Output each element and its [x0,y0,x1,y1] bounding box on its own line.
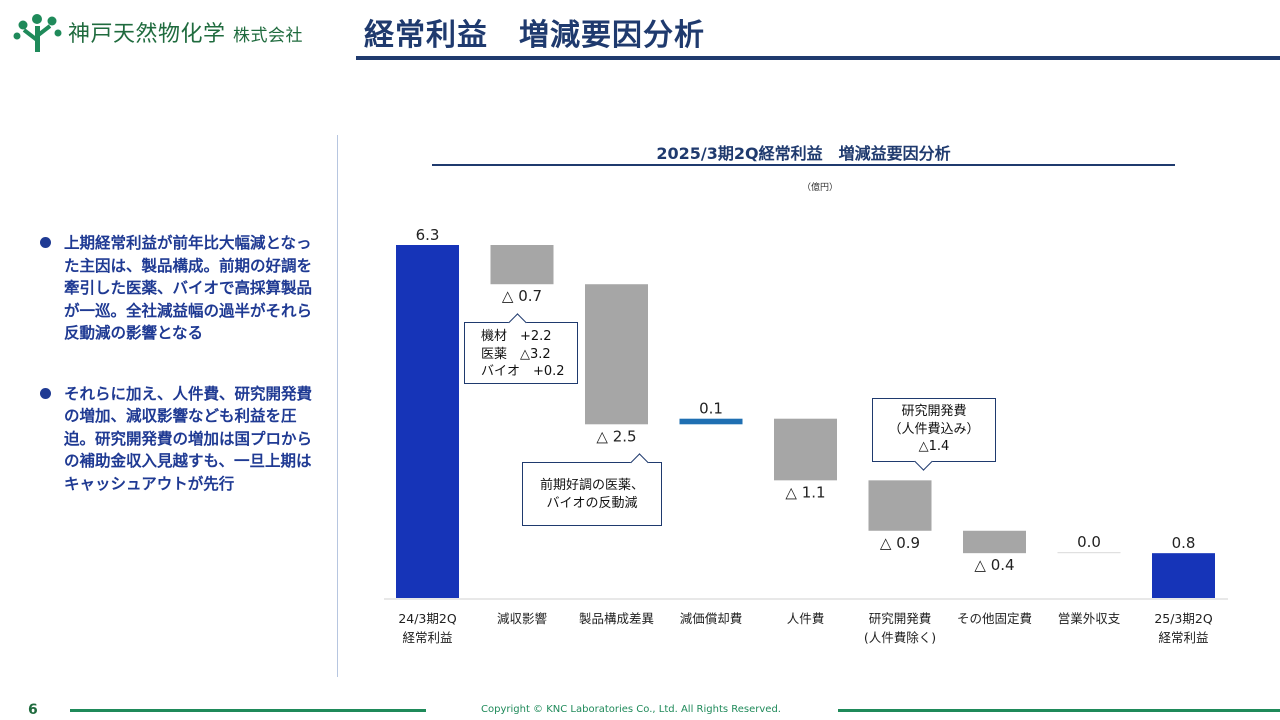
callout-line: 研究開発費 [901,404,967,419]
bar-value-label: △ 1.1 [785,483,825,501]
header: 神戸天然物化学 株式会社 経常利益 増減要因分析 [0,0,1280,62]
callout-text: 研究開発費 （人件費込み） △1.4 [873,403,995,456]
callout-line: △1.4 [918,439,950,454]
callout-rebound: 前期好調の医薬、 バイオの反動減 [522,453,662,526]
category-tick-label: 経常利益 [1158,630,1208,645]
callout-line: 機材 +2.2 [481,329,552,344]
callout-line: バイオ +0.2 [481,364,565,379]
category-tick-label: 経常利益 [402,630,452,645]
bar-value-label: 0.0 [1077,533,1101,551]
unit-label: （億円） [801,183,838,193]
chart-title: 2025/3期2Q経常利益 増減益要因分析 [656,144,951,163]
footer-rule-left [70,709,426,712]
bar-value-label: 0.1 [699,400,723,418]
category-tick-label: 製品構成差異 [579,611,654,626]
chart-title-rule [432,164,1175,166]
bullet-text: 上期経常利益が前年比大幅減となった主因は、製品構成。前期の好調を牽引した医薬、バ… [64,234,313,342]
bar-value-label: △ 0.4 [974,556,1014,574]
category-tick-label: 人件費 [787,611,825,626]
waterfall-bar [774,418,837,481]
bar-value-label: △ 0.9 [880,534,920,552]
category-tick-label: 24/3期2Q [398,611,457,626]
callout-text: 前期好調の医薬、 バイオの反動減 [523,477,661,512]
waterfall-bar [963,530,1026,554]
callout-line: バイオの反動減 [546,495,638,511]
callout-text: 機材 +2.2 医薬 △3.2 バイオ +0.2 [465,328,577,381]
bar-value-label: △ 2.5 [596,427,636,445]
footer-rule-right [838,709,1280,712]
callout-line: （人件費込み） [888,421,980,437]
bullet-list: 上期経常利益が前年比大幅減となった主因は、製品構成。前期の好調を牽引した医薬、バ… [38,232,323,533]
page-number: 6 [28,702,38,718]
waterfall-bar [679,418,743,425]
slide-title: 経常利益 増減要因分析 [364,18,705,53]
bullet-dot-icon [40,237,51,248]
company-logo: 神戸天然物化学 株式会社 [12,8,342,54]
category-tick-label: 減価償却費 [680,611,743,626]
company-suffix: 株式会社 [233,26,304,46]
category-tick-label: 減収影響 [497,611,547,626]
category-tick-label: その他固定費 [957,611,1032,626]
vertical-divider [337,135,338,677]
bullet-dot-icon [40,387,51,399]
category-tick-label: (人件費除く) [864,630,936,645]
title-rule [356,56,1280,60]
callout-line: 前期好調の医薬、 [539,478,644,493]
bullet-text: それらに加え、人件費、研究開発費の増加、減収影響なども利益を圧迫。研究開発費の増… [64,384,313,493]
tree-logo-icon [13,14,62,52]
copyright: Copyright © KNC Laboratories Co., Ltd. A… [481,704,781,715]
bullet-item: それらに加え、人件費、研究開発費の増加、減収影響なども利益を圧迫。研究開発費の増… [38,383,323,496]
waterfall-bar [1152,553,1215,598]
bar-value-label: 6.3 [416,226,440,244]
waterfall-bar [396,245,459,598]
category-tick-label: 研究開発費 [869,611,932,626]
bullet-item: 上期経常利益が前年比大幅減となった主因は、製品構成。前期の好調を牽引した医薬、バ… [38,232,323,345]
bar-value-label: 0.8 [1172,534,1196,552]
waterfall-bar [1057,552,1121,554]
bar-value-label: △ 0.7 [502,287,542,305]
category-tick-label: 営業外収支 [1058,611,1121,626]
callout-rnd: 研究開発費 （人件費込み） △1.4 [872,398,996,471]
callout-product-mix: 機材 +2.2 医薬 △3.2 バイオ +0.2 [464,313,578,384]
waterfall-bar [490,245,554,285]
callout-line: 医薬 △3.2 [481,346,551,362]
waterfall-bar [585,284,648,425]
category-tick-label: 25/3期2Q [1154,611,1213,626]
waterfall-bar [868,480,932,531]
company-name: 神戸天然物化学 株式会社 [68,22,304,47]
